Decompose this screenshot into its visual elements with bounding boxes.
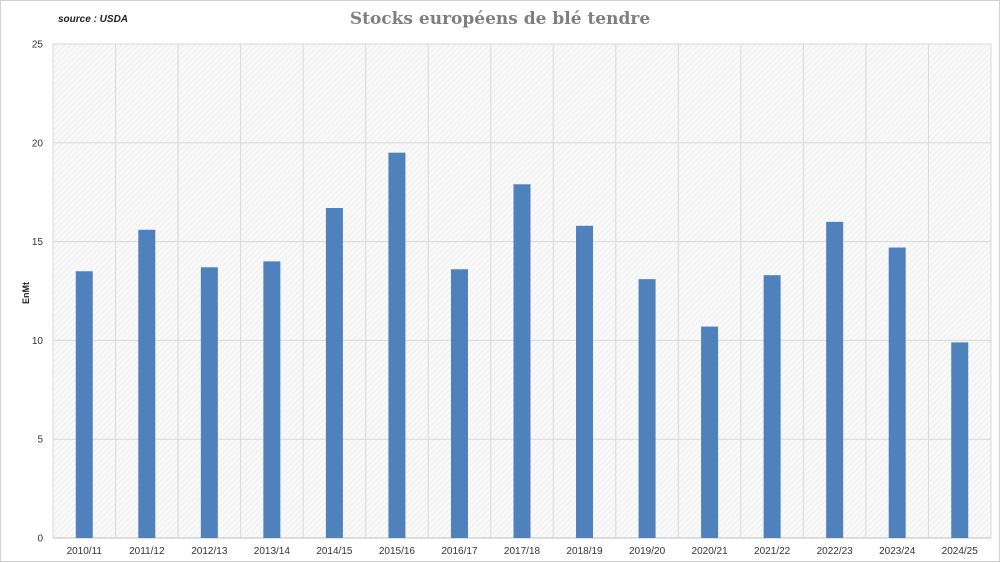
x-tick-label: 2021/22 [754, 546, 791, 557]
bar-2014/15 [325, 208, 343, 538]
x-tick-label: 2017/18 [504, 546, 541, 557]
y-axis-ticks: 0 5 10 15 20 25 [32, 40, 44, 545]
bar-2021/22 [763, 275, 781, 538]
x-tick-label: 2020/21 [692, 546, 729, 557]
bar-2023/24 [888, 247, 906, 538]
x-tick-label: 2012/13 [191, 546, 228, 557]
bar-2010/11 [75, 271, 93, 538]
bar-2018/19 [576, 225, 594, 539]
x-axis-ticks: 2010/11 2011/12 2012/13 2013/14 2014/15 2015/… [67, 546, 979, 557]
y-axis-label: EnMt [21, 282, 31, 304]
bar-2015/16 [388, 152, 406, 538]
y-tick-label: 5 [37, 435, 43, 446]
y-tick-label: 0 [37, 534, 43, 545]
x-tick-label: 2018/19 [566, 546, 603, 557]
x-tick-label: 2019/20 [629, 546, 666, 557]
x-tick-label: 2023/24 [879, 546, 916, 557]
x-tick-label: 2011/12 [129, 546, 165, 557]
bar-2017/18 [513, 184, 531, 538]
bar-2011/12 [138, 229, 156, 538]
y-tick-label: 10 [32, 336, 44, 347]
bars [75, 152, 969, 539]
x-tick-label: 2016/17 [441, 546, 478, 557]
bar-2022/23 [826, 221, 844, 538]
bar-2020/21 [701, 326, 719, 538]
x-tick-label: 2010/11 [67, 546, 103, 557]
x-tick-label: 2015/16 [379, 546, 416, 557]
bar-2024/25 [951, 342, 969, 538]
y-tick-label: 15 [32, 237, 44, 248]
source-note: source : USDA [58, 14, 129, 25]
y-tick-label: 20 [32, 138, 44, 149]
x-tick-label: 2024/25 [942, 546, 979, 557]
bar-2013/14 [263, 261, 281, 538]
y-tick-label: 25 [32, 40, 44, 51]
bar-2019/20 [638, 279, 656, 538]
bar-2012/13 [200, 267, 218, 538]
x-tick-label: 2013/14 [254, 546, 291, 557]
bar-2016/17 [450, 269, 468, 538]
x-tick-label: 2022/23 [817, 546, 854, 557]
x-tick-label: 2014/15 [316, 546, 353, 557]
chart-title: Stocks européens de blé tendre [349, 9, 651, 29]
